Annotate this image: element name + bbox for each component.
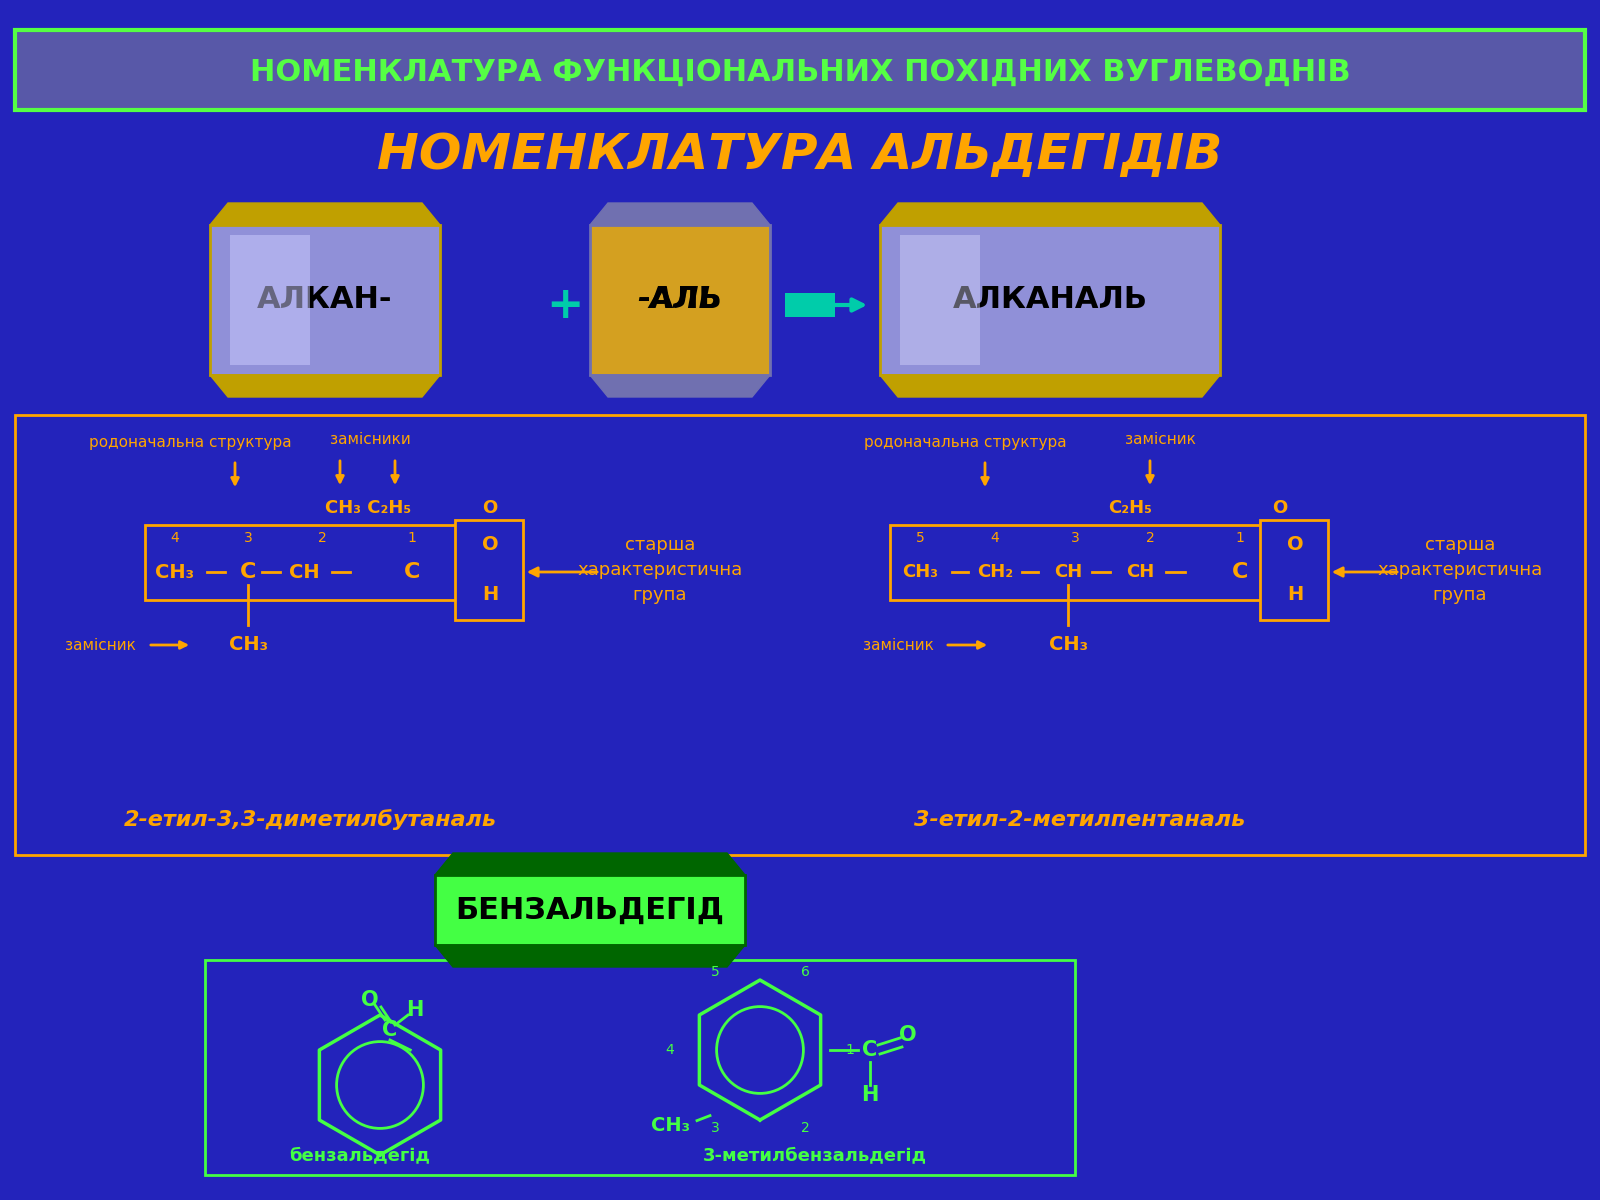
Text: O: O	[1272, 499, 1288, 517]
Text: АЛКАНАЛЬ: АЛКАНАЛЬ	[952, 286, 1147, 314]
Text: C: C	[1232, 562, 1248, 582]
Polygon shape	[210, 374, 440, 397]
Text: CH₃ C₂H₅: CH₃ C₂H₅	[325, 499, 411, 517]
Text: O: O	[482, 499, 498, 517]
Bar	[435, 875, 746, 946]
Text: H: H	[482, 586, 498, 605]
Text: 2-етил-3,3-диметилбутаналь: 2-етил-3,3-диметилбутаналь	[123, 810, 496, 830]
Polygon shape	[880, 374, 1221, 397]
Text: C: C	[403, 562, 421, 582]
Text: 5: 5	[915, 530, 925, 545]
Polygon shape	[435, 853, 746, 875]
Text: 4: 4	[666, 1043, 674, 1057]
Bar	[899, 235, 979, 365]
Text: родоначальна структура: родоначальна структура	[88, 434, 291, 450]
Bar	[590, 226, 770, 374]
Text: C: C	[382, 1020, 398, 1040]
Text: родоначальна структура: родоначальна структура	[864, 434, 1066, 450]
Bar	[454, 520, 523, 620]
Text: старша: старша	[626, 536, 694, 554]
Text: C: C	[240, 562, 256, 582]
Text: 1: 1	[1235, 530, 1245, 545]
Text: 3-етил-2-метилпентаналь: 3-етил-2-метилпентаналь	[914, 810, 1246, 830]
Bar	[210, 226, 440, 374]
Polygon shape	[590, 374, 770, 397]
Text: C: C	[862, 1040, 878, 1060]
Text: O: O	[1286, 535, 1304, 554]
Polygon shape	[880, 203, 1221, 226]
Text: 5: 5	[710, 965, 720, 979]
Text: характеристична: характеристична	[1378, 560, 1542, 578]
Polygon shape	[435, 946, 746, 967]
Text: O: O	[482, 535, 498, 554]
Text: замісник: замісник	[1125, 432, 1195, 446]
Text: НОМЕНКЛАТУРА ФУНКЦІОНАЛЬНИХ ПОХІДНИХ ВУГЛЕВОДНІВ: НОМЕНКЛАТУРА ФУНКЦІОНАЛЬНИХ ПОХІДНИХ ВУГ…	[250, 58, 1350, 86]
Text: 2: 2	[1146, 530, 1154, 545]
Text: H: H	[1286, 586, 1302, 605]
Polygon shape	[210, 203, 440, 226]
Text: CH₃: CH₃	[651, 1116, 690, 1135]
Text: 1: 1	[408, 530, 416, 545]
Text: H: H	[861, 1085, 878, 1105]
Bar	[880, 226, 1221, 374]
Text: 3: 3	[710, 1121, 720, 1135]
Text: 3-метилбензальдегід: 3-метилбензальдегід	[702, 1146, 926, 1164]
Text: CH₂: CH₂	[978, 563, 1013, 581]
Text: O: O	[899, 1025, 917, 1045]
Text: замісник: замісник	[64, 637, 136, 653]
Text: старша: старша	[1426, 536, 1494, 554]
Text: 3: 3	[243, 530, 253, 545]
Bar	[146, 526, 475, 600]
Text: H: H	[406, 1000, 424, 1020]
Text: група: група	[632, 586, 688, 604]
Bar	[786, 293, 835, 317]
Text: O: O	[362, 990, 379, 1010]
Bar	[890, 526, 1270, 600]
Text: 4: 4	[990, 530, 1000, 545]
Text: CH: CH	[1126, 563, 1154, 581]
Text: -АЛЬ: -АЛЬ	[638, 286, 722, 314]
Text: CH₃: CH₃	[1048, 636, 1088, 654]
Text: CH₃: CH₃	[155, 563, 195, 582]
Text: CH: CH	[1054, 563, 1082, 581]
Text: C₂H₅: C₂H₅	[1107, 499, 1152, 517]
Bar	[14, 30, 1586, 110]
Text: 4: 4	[171, 530, 179, 545]
Text: 6: 6	[800, 965, 810, 979]
Text: 3: 3	[1070, 530, 1080, 545]
Text: CH: CH	[288, 563, 320, 582]
Text: НОМЕНКЛАТУРА АЛЬДЕГІДІВ: НОМЕНКЛАТУРА АЛЬДЕГІДІВ	[378, 131, 1222, 179]
Text: 1: 1	[845, 1043, 854, 1057]
Bar	[230, 235, 310, 365]
Text: CH₃: CH₃	[902, 563, 938, 581]
Text: -АЛЬ: -АЛЬ	[637, 286, 723, 314]
Text: 2: 2	[800, 1121, 810, 1135]
Text: 2: 2	[318, 530, 326, 545]
Text: замісник: замісник	[862, 637, 933, 653]
Text: CH₃: CH₃	[229, 636, 267, 654]
Bar	[205, 960, 1075, 1175]
Text: група: група	[1432, 586, 1488, 604]
Text: +: +	[546, 283, 584, 326]
Bar	[1261, 520, 1328, 620]
Text: бензальдегід: бензальдегід	[290, 1146, 430, 1164]
Text: характеристична: характеристична	[578, 560, 742, 578]
Text: замісники: замісники	[330, 432, 410, 446]
Polygon shape	[590, 203, 770, 226]
Bar	[14, 415, 1586, 854]
Text: БЕНЗАЛЬДЕГІД: БЕНЗАЛЬДЕГІД	[456, 895, 725, 924]
Text: АЛКАН-: АЛКАН-	[258, 286, 392, 314]
